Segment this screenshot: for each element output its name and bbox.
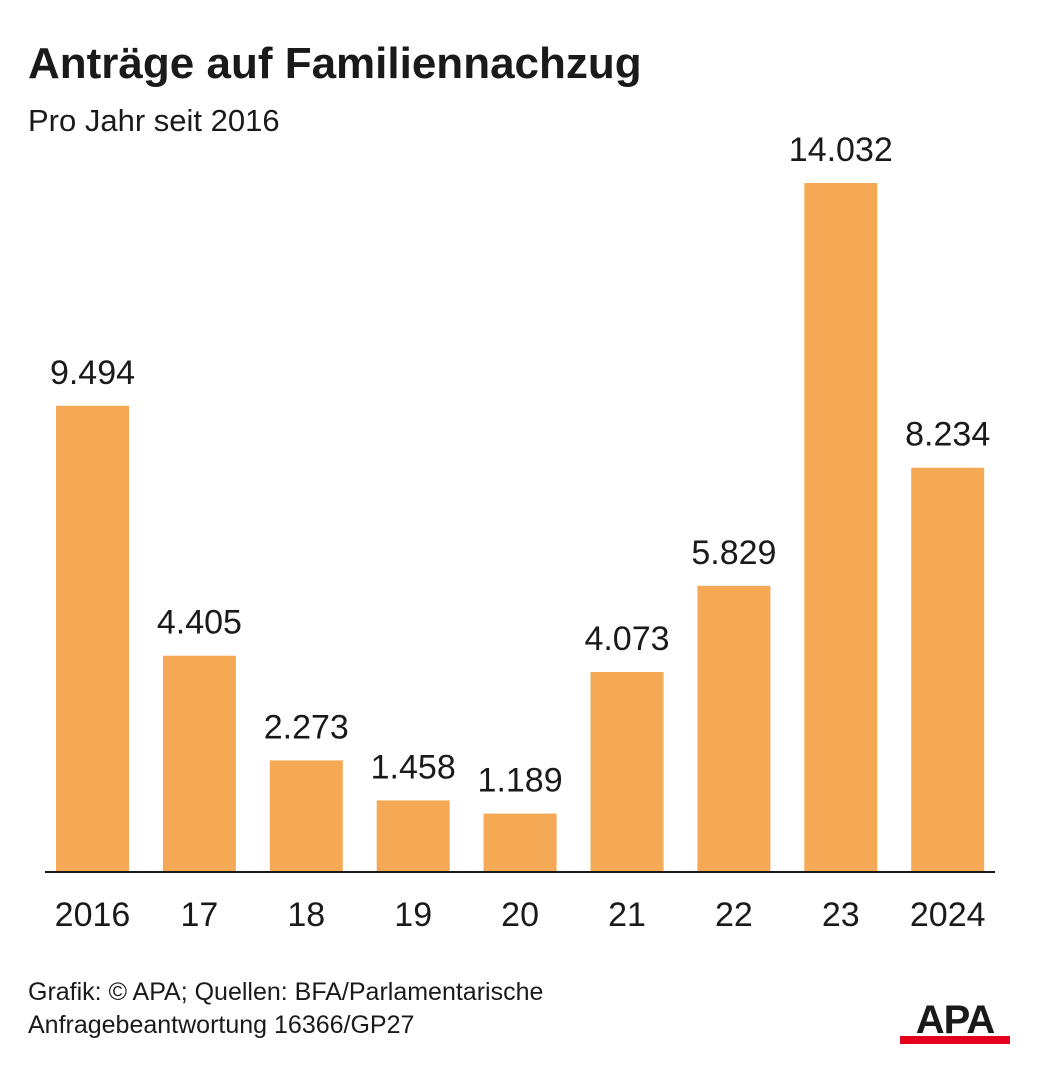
x-tick-2016: 2016 bbox=[55, 896, 131, 934]
value-label-22: 5.829 bbox=[691, 534, 776, 572]
bars-group bbox=[56, 183, 985, 872]
value-label-19: 1.458 bbox=[371, 748, 456, 786]
bar-20 bbox=[483, 813, 557, 872]
value-label-2016: 9.494 bbox=[50, 354, 135, 392]
apa-logo-text: APA bbox=[916, 998, 995, 1042]
apa-logo: APA bbox=[900, 998, 1010, 1044]
x-tick-17: 17 bbox=[180, 896, 218, 934]
value-labels-group: 9.494 4.405 2.273 1.458 1.189 4.073 5.829 14.03… bbox=[50, 131, 990, 800]
x-tick-19: 19 bbox=[394, 896, 432, 934]
source-line-1: Grafik: © APA; Quellen: BFA/Parlamentari… bbox=[28, 978, 544, 1006]
value-label-17: 4.405 bbox=[157, 604, 242, 642]
bar-2024 bbox=[911, 467, 985, 872]
value-label-21: 4.073 bbox=[584, 620, 669, 658]
value-label-18: 2.273 bbox=[264, 708, 349, 746]
chart-title: Anträge auf Familiennachzug bbox=[28, 39, 642, 88]
apa-logo-bar bbox=[900, 1036, 1010, 1044]
bar-21 bbox=[590, 672, 664, 872]
bar-19 bbox=[376, 800, 450, 872]
value-label-2024: 8.234 bbox=[905, 416, 990, 454]
x-tick-2024: 2024 bbox=[910, 896, 986, 934]
bar-23 bbox=[804, 183, 878, 872]
source-note: Grafik: © APA; Quellen: BFA/Parlamentari… bbox=[28, 976, 728, 1042]
x-tick-20: 20 bbox=[501, 896, 539, 934]
value-label-20: 1.189 bbox=[478, 762, 563, 800]
x-tick-22: 22 bbox=[715, 896, 753, 934]
source-line-2: Anfragebeantwortung 16366/GP27 bbox=[28, 1011, 415, 1039]
x-tick-23: 23 bbox=[822, 896, 860, 934]
x-tick-labels-group: 2016 17 18 19 20 21 22 23 2024 bbox=[55, 896, 986, 934]
x-tick-18: 18 bbox=[287, 896, 325, 934]
bar-17 bbox=[162, 655, 236, 872]
bar-22 bbox=[697, 585, 771, 872]
value-label-23: 14.032 bbox=[789, 131, 893, 169]
bar-2016 bbox=[56, 405, 129, 872]
bar-18 bbox=[269, 760, 343, 872]
x-tick-21: 21 bbox=[608, 896, 646, 934]
chart-subtitle: Pro Jahr seit 2016 bbox=[28, 103, 280, 138]
bar-chart: 9.494 4.405 2.273 1.458 1.189 4.073 5.829 14.03… bbox=[45, 131, 995, 934]
